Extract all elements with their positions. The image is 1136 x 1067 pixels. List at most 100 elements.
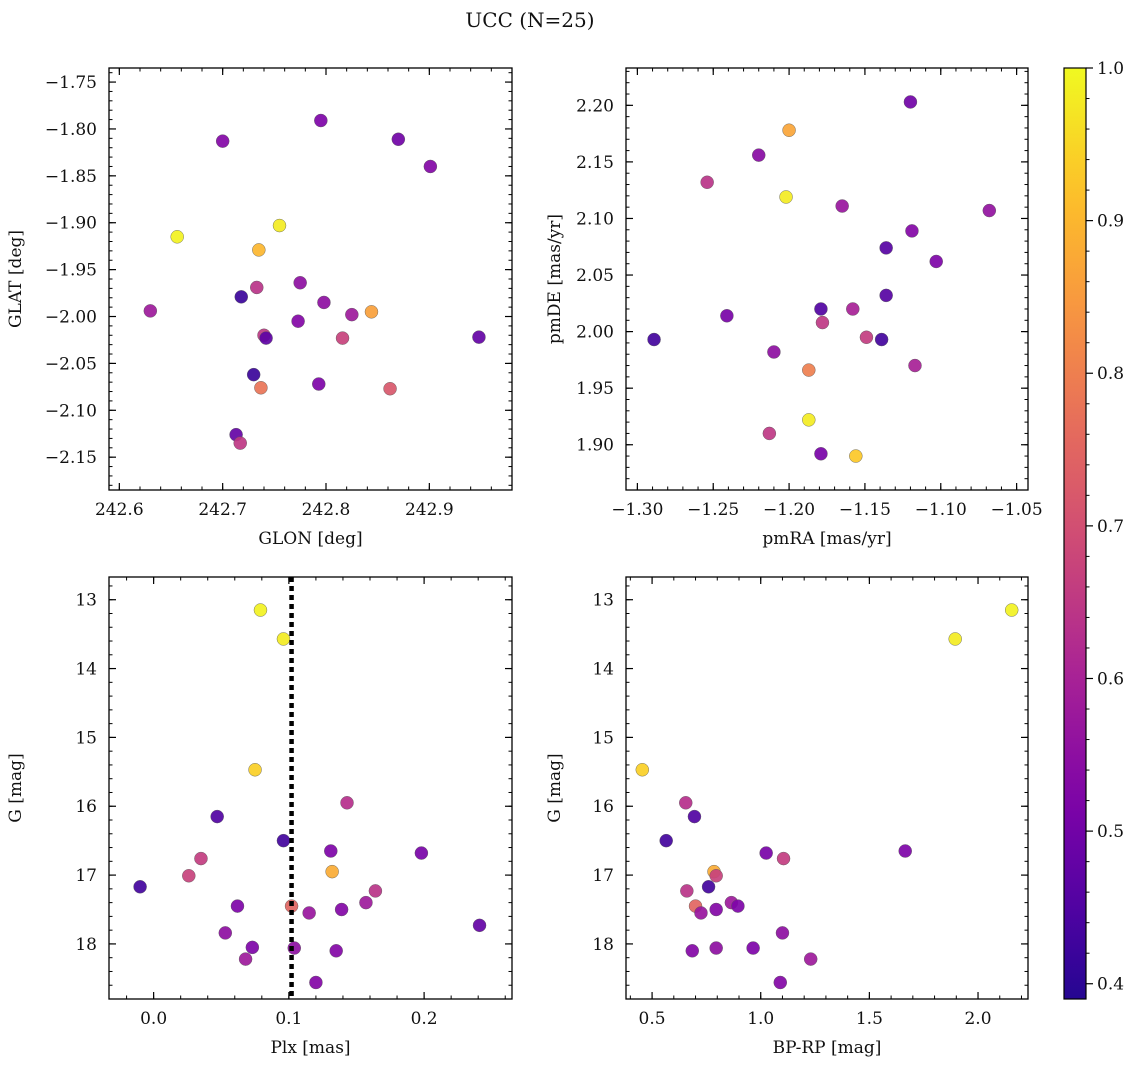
y-tick-label: −1.90	[45, 214, 97, 234]
scatter-point	[335, 331, 350, 345]
scatter-point	[879, 241, 893, 255]
colorbar-tick-label: 0.4	[1097, 975, 1124, 995]
scatter-point	[245, 940, 260, 955]
scatter-point	[329, 944, 343, 958]
scatter-point	[731, 899, 745, 913]
scatter-point	[312, 377, 326, 391]
bprp-g-panel: 0.5 1.0 1.5 2.0 13 14 15 16 17 18 BP-RP [mag] G [ma…	[545, 576, 1029, 1058]
y-tick-label: 18	[75, 935, 97, 955]
x-tick-label: −1.25	[687, 500, 739, 520]
y-tick-label: 16	[592, 797, 614, 817]
scatter-point	[776, 851, 791, 866]
scatter-point	[230, 899, 245, 913]
y-tick-label: 1.95	[576, 379, 614, 399]
x-tick-label: 1.0	[747, 1009, 774, 1029]
scatter-point	[773, 975, 787, 990]
y-tick-label: 2.20	[576, 96, 614, 116]
scatter-point	[472, 330, 486, 344]
plot-frame	[108, 67, 513, 491]
x-tick-label: 2.0	[964, 1009, 991, 1029]
scatter-point	[635, 763, 649, 777]
scatter-point	[170, 230, 184, 244]
scatter-point	[287, 941, 301, 955]
scatter-point	[246, 367, 261, 382]
x-tick-label: −1.05	[991, 500, 1043, 520]
scatter-points	[635, 603, 1019, 990]
y-tick-label: 14	[75, 660, 97, 680]
scatter-point	[472, 918, 487, 933]
scatter-point	[767, 345, 781, 359]
scatter-point	[879, 288, 893, 303]
x-axis-label: Plx [mas]	[270, 1038, 350, 1058]
scatter-point	[779, 190, 793, 204]
scatter-point	[194, 851, 208, 866]
y-tick-label: −1.95	[45, 261, 97, 281]
y-tick-label: −1.80	[45, 120, 97, 140]
scatter-point	[414, 846, 429, 860]
scatter-point	[324, 844, 338, 858]
plot-frame	[625, 67, 1029, 491]
x-tick-label: 0.1	[275, 1009, 302, 1029]
scatter-point	[948, 632, 962, 646]
scatter-point	[982, 203, 997, 218]
x-tick-label: −1.15	[839, 500, 891, 520]
scatter-point	[291, 314, 305, 328]
scatter-point	[368, 884, 383, 898]
y-tick-label: 14	[592, 660, 614, 680]
scatter-point	[874, 332, 889, 347]
scatter-point	[359, 895, 373, 910]
y-tick-label: −2.00	[45, 308, 97, 328]
scatter-point	[835, 199, 849, 213]
y-tick-label: 16	[75, 797, 97, 817]
x-tick-label: 0.5	[639, 1009, 666, 1029]
y-tick-label: 2.05	[576, 266, 614, 286]
plot-frame	[108, 576, 513, 1000]
scatter-point	[133, 880, 147, 894]
x-axis-label: GLON [deg]	[258, 529, 362, 549]
scatter-point	[334, 902, 349, 917]
scatter-point	[814, 302, 828, 316]
scatter-point	[905, 224, 919, 238]
scatter-point	[309, 975, 323, 990]
y-tick-label: 17	[75, 866, 97, 886]
scatter-point	[814, 447, 828, 461]
scatter-point	[908, 358, 922, 373]
scatter-point	[215, 134, 230, 148]
colorbar-tick-label: 0.5	[1097, 822, 1124, 842]
y-tick-label: −2.05	[45, 354, 97, 374]
scatter-point	[302, 906, 316, 920]
y-tick-label: 15	[75, 728, 97, 748]
scatter-point	[929, 254, 943, 269]
scatter-point	[679, 796, 693, 810]
scatter-point	[746, 941, 760, 955]
x-tick-label: −1.30	[611, 500, 663, 520]
x-tick-label: −1.10	[915, 500, 967, 520]
pmra-pmde-panel: −1.30 −1.25 −1.20 −1.15 −1.10 −1.05 1.90 1.95 2.…	[545, 67, 1043, 549]
scatter-point	[687, 809, 702, 824]
colorbar-tick-label: 0.9	[1097, 212, 1124, 232]
x-tick-label: 0.0	[140, 1009, 167, 1029]
x-tick-label: 242.7	[198, 500, 247, 520]
scatter-point	[849, 449, 863, 463]
scatter-point	[317, 295, 331, 310]
scatter-point	[238, 952, 253, 966]
scatter-point	[253, 603, 268, 617]
y-axis-label: pmDE [mas/yr]	[545, 214, 565, 344]
y-tick-label: −2.10	[45, 401, 97, 421]
scatter-point	[709, 902, 723, 917]
y-tick-label: −1.85	[45, 167, 97, 187]
plot-frame	[625, 576, 1029, 1000]
scatter-point	[709, 941, 723, 955]
x-axis-label: BP-RP [mag]	[773, 1038, 882, 1058]
scatter-point	[423, 159, 438, 174]
y-tick-label: 18	[592, 935, 614, 955]
scatter-point	[210, 809, 224, 824]
scatter-point	[903, 95, 918, 109]
scatter-point	[859, 330, 874, 344]
figure-title: UCC (N=25)	[465, 8, 594, 32]
colorbar-tick-label: 0.6	[1097, 669, 1124, 689]
y-tick-label: 15	[592, 728, 614, 748]
y-tick-label: 2.15	[576, 153, 614, 173]
scatter-point	[276, 632, 291, 646]
